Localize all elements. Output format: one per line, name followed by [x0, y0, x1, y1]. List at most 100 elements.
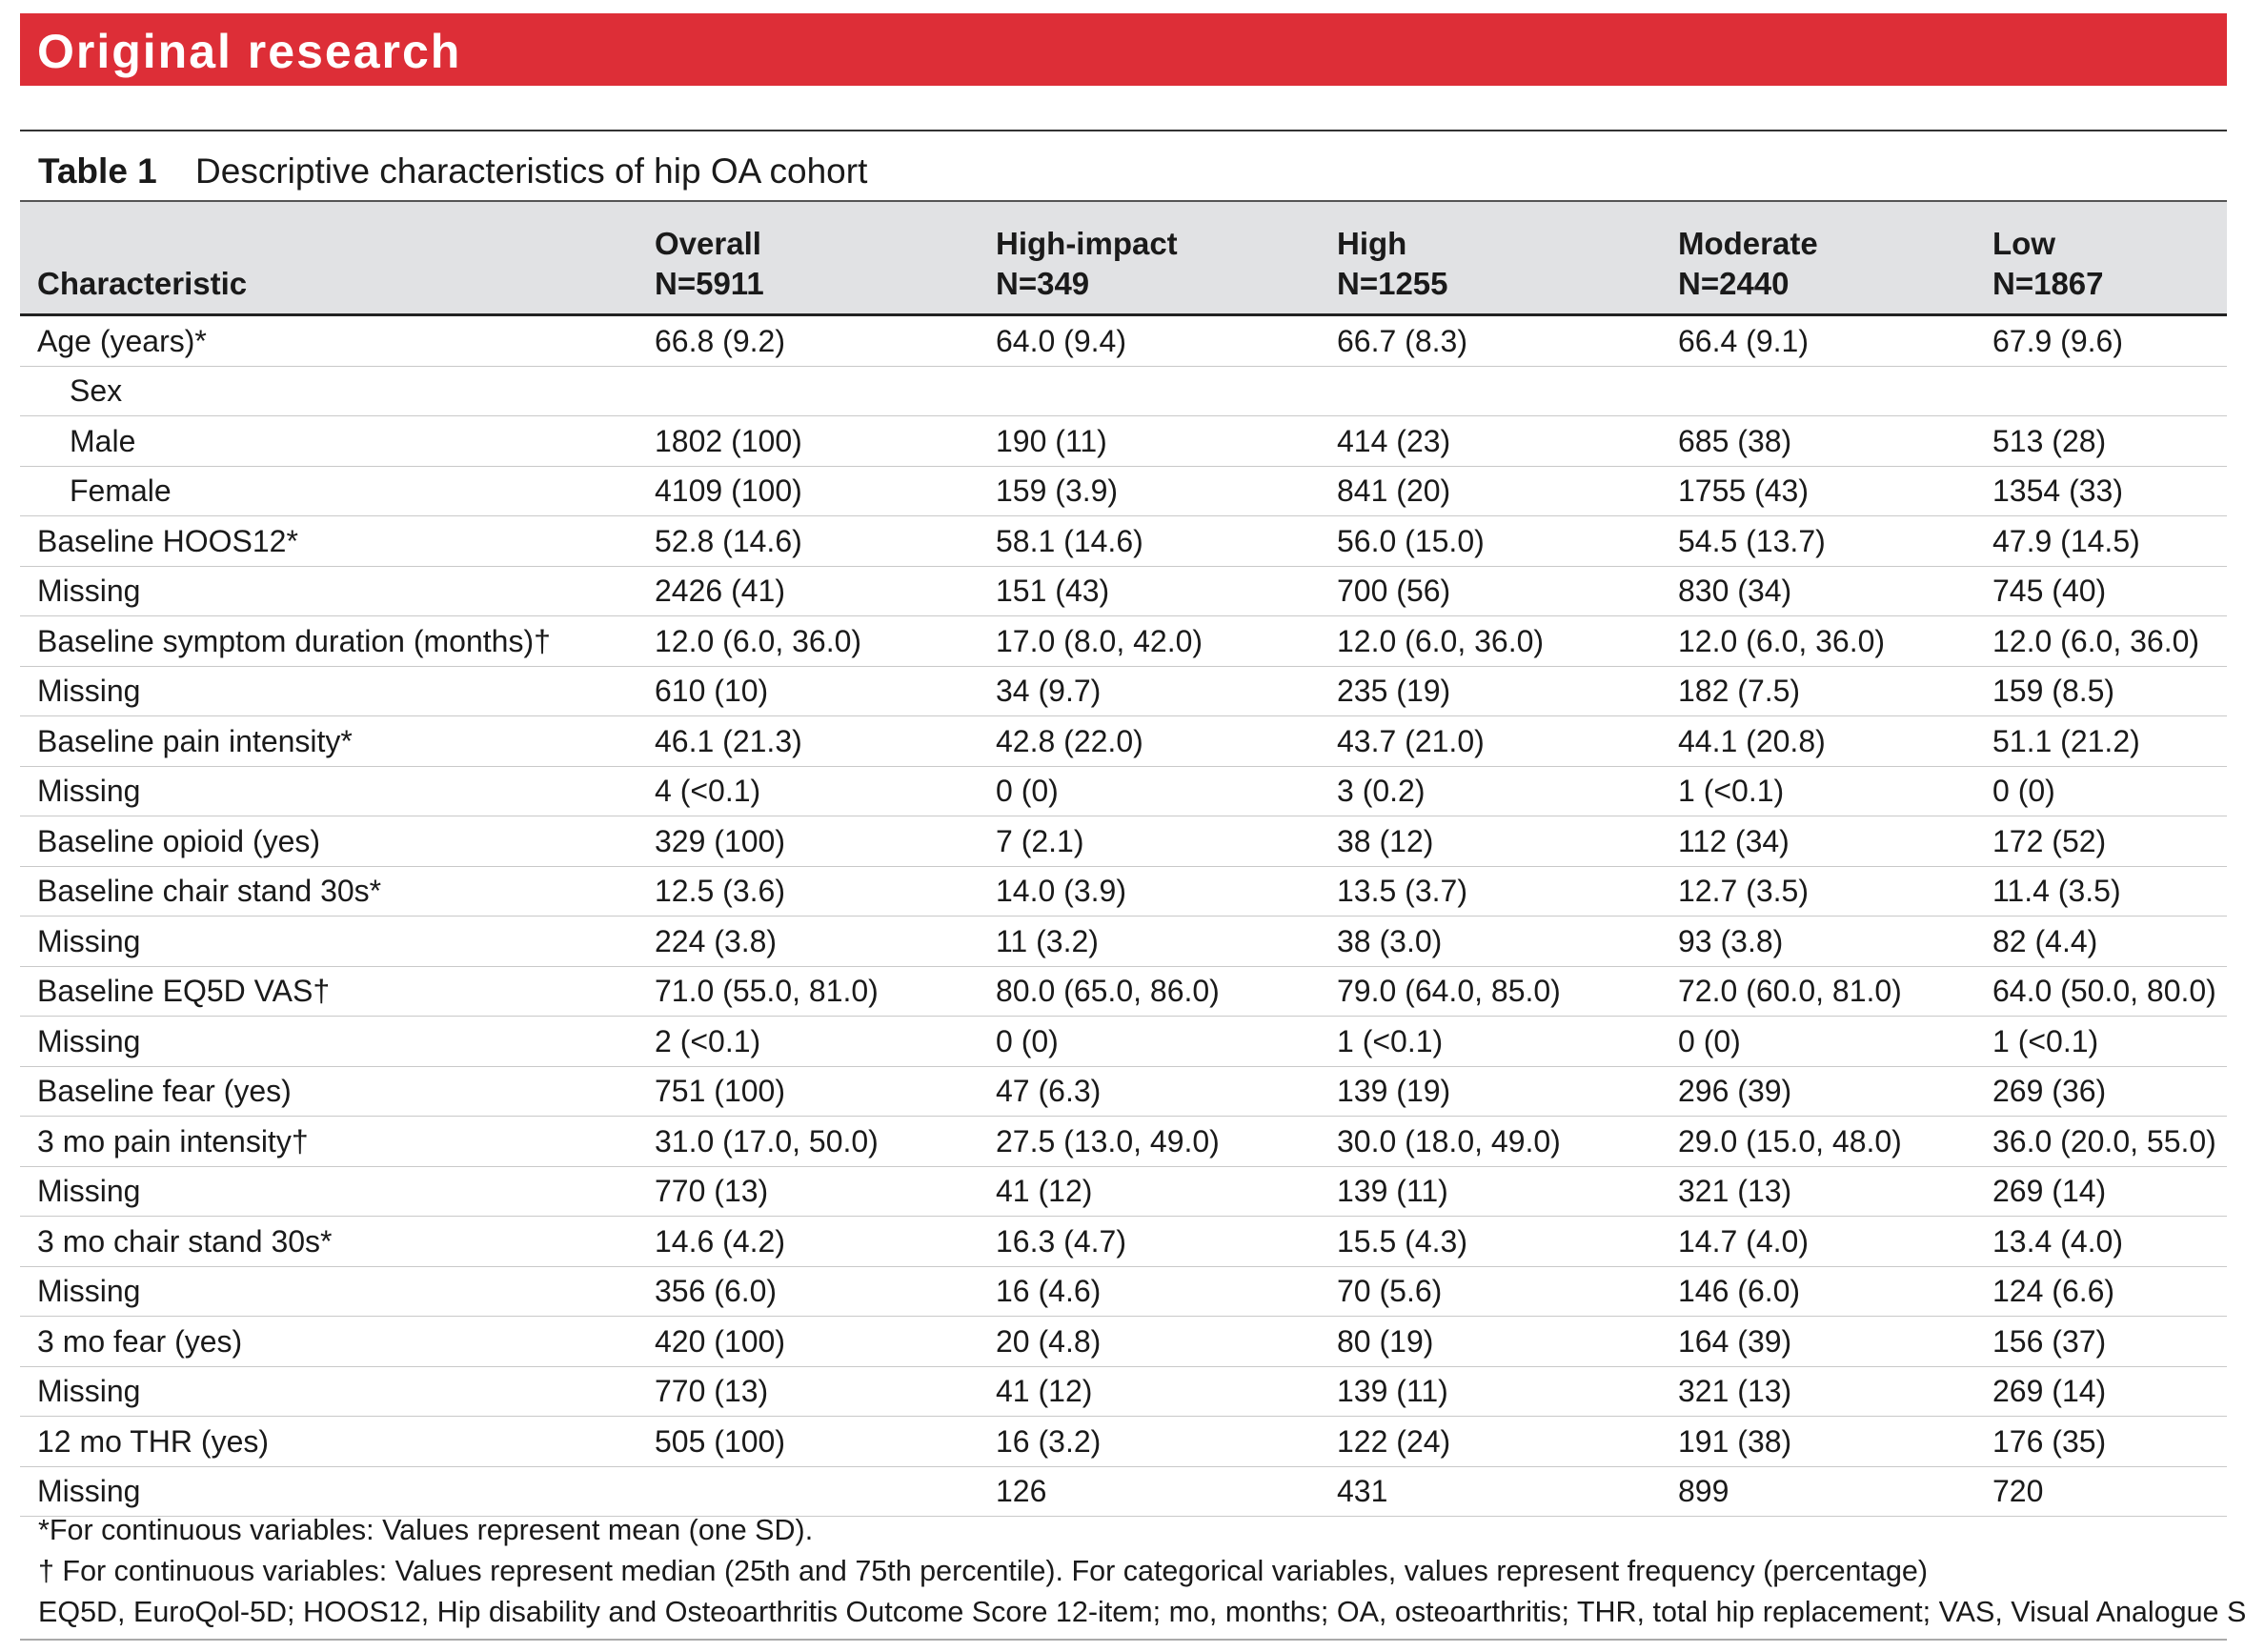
- row-value: 122 (24): [1320, 1416, 1661, 1467]
- row-value: 151 (43): [979, 566, 1320, 616]
- row-value: 13.4 (4.0): [1975, 1216, 2227, 1267]
- row-value: 139 (19): [1320, 1066, 1661, 1117]
- row-value: 3 (0.2): [1320, 766, 1661, 816]
- row-label: Male: [20, 415, 637, 467]
- row-value: 64.0 (50.0, 80.0): [1975, 966, 2227, 1017]
- row-label: Baseline chair stand 30s*: [20, 866, 637, 917]
- row-label: Missing: [20, 666, 637, 716]
- row-label: Missing: [20, 1466, 637, 1517]
- row-label: Missing: [20, 916, 637, 967]
- table-row: Baseline EQ5D VAS† 71.0 (55.0, 81.0) 80.0 …: [20, 966, 2227, 1017]
- table-row: 3 mo fear (yes) 420 (100) 20 (4.8) 80 (19) 1…: [20, 1316, 2227, 1367]
- table-top-rule: [20, 130, 2227, 131]
- row-value: 47.9 (14.5): [1975, 515, 2227, 567]
- table-row: Age (years)* 66.8 (9.2) 64.0 (9.4) 66.7 (8.…: [20, 314, 2227, 367]
- header-group-low: Low N=1867: [1975, 200, 2227, 316]
- row-label: Missing: [20, 766, 637, 816]
- row-value: 321 (13): [1661, 1166, 1975, 1217]
- row-value: 4 (<0.1): [637, 766, 979, 816]
- row-value: 1 (<0.1): [1661, 766, 1975, 816]
- row-value: 12.0 (6.0, 36.0): [1320, 615, 1661, 667]
- row-value: [1975, 366, 2227, 416]
- row-value: [1661, 366, 1975, 416]
- table-caption-text: Descriptive characteristics of hip OA co…: [195, 151, 868, 191]
- row-value: 0 (0): [1661, 1016, 1975, 1067]
- row-value: 1755 (43): [1661, 466, 1975, 516]
- row-label: Baseline fear (yes): [20, 1066, 637, 1117]
- row-value: 751 (100): [637, 1066, 979, 1117]
- row-value: 29.0 (15.0, 48.0): [1661, 1116, 1975, 1167]
- row-label: 3 mo pain intensity†: [20, 1116, 637, 1167]
- row-label: Age (years)*: [20, 314, 637, 367]
- row-value: 159 (8.5): [1975, 666, 2227, 716]
- row-value: 164 (39): [1661, 1316, 1975, 1367]
- row-value: 14.6 (4.2): [637, 1216, 979, 1267]
- row-value: 321 (13): [1661, 1366, 1975, 1417]
- header-group-n: N=1867: [1992, 266, 2104, 301]
- row-value: 17.0 (8.0, 42.0): [979, 615, 1320, 667]
- table-row: 3 mo pain intensity† 31.0 (17.0, 50.0) 27.…: [20, 1116, 2227, 1167]
- row-value: 16.3 (4.7): [979, 1216, 1320, 1267]
- row-value: 269 (14): [1975, 1366, 2227, 1417]
- row-value: 700 (56): [1320, 566, 1661, 616]
- header-group-high-impact: High-impact N=349: [979, 200, 1320, 316]
- row-label: Missing: [20, 1166, 637, 1217]
- row-value: 431: [1320, 1466, 1661, 1517]
- table-row: Baseline HOOS12* 52.8 (14.6) 58.1 (14.6) 56…: [20, 515, 2227, 567]
- table-row: Missing 770 (13) 41 (12) 139 (11) 321 (13) 26…: [20, 1366, 2227, 1417]
- table-row: Baseline pain intensity* 46.1 (21.3) 42.8 …: [20, 715, 2227, 767]
- row-value: 14.0 (3.9): [979, 866, 1320, 917]
- row-value: 11.4 (3.5): [1975, 866, 2227, 917]
- row-value: 269 (36): [1975, 1066, 2227, 1117]
- row-value: 841 (20): [1320, 466, 1661, 516]
- row-label: Missing: [20, 566, 637, 616]
- row-value: 14.7 (4.0): [1661, 1216, 1975, 1267]
- table-footnotes: *For continuous variables: Values repres…: [38, 1510, 2245, 1633]
- row-value: [637, 1466, 979, 1517]
- row-value: 79.0 (64.0, 85.0): [1320, 966, 1661, 1017]
- row-value: 42.8 (22.0): [979, 715, 1320, 767]
- table-row: Missing 356 (6.0) 16 (4.6) 70 (5.6) 146 (6.0…: [20, 1266, 2227, 1317]
- row-value: 13.5 (3.7): [1320, 866, 1661, 917]
- row-label: 3 mo fear (yes): [20, 1316, 637, 1367]
- row-value: 16 (4.6): [979, 1266, 1320, 1317]
- row-value: 770 (13): [637, 1366, 979, 1417]
- row-value: 27.5 (13.0, 49.0): [979, 1116, 1320, 1167]
- row-value: 126: [979, 1466, 1320, 1517]
- row-value: 66.4 (9.1): [1661, 314, 1975, 367]
- table-row: Female 4109 (100) 159 (3.9) 841 (20) 1755 (4…: [20, 466, 2227, 516]
- table-row: Missing 610 (10) 34 (9.7) 235 (19) 182 (7.5)…: [20, 666, 2227, 716]
- table-row: Missing 126 431 899 720: [20, 1466, 2227, 1517]
- row-label: Missing: [20, 1366, 637, 1417]
- row-value: 44.1 (20.8): [1661, 715, 1975, 767]
- row-value: 745 (40): [1975, 566, 2227, 616]
- header-group-name: High-impact: [996, 226, 1178, 261]
- row-value: 182 (7.5): [1661, 666, 1975, 716]
- header-group-overall: Overall N=5911: [637, 200, 979, 316]
- row-value: 0 (0): [979, 766, 1320, 816]
- row-value: 64.0 (9.4): [979, 314, 1320, 367]
- row-value: 770 (13): [637, 1166, 979, 1217]
- row-value: 66.8 (9.2): [637, 314, 979, 367]
- row-value: 12.0 (6.0, 36.0): [1975, 615, 2227, 667]
- header-group-n: N=2440: [1678, 266, 1790, 301]
- row-value: 12.7 (3.5): [1661, 866, 1975, 917]
- row-label: Missing: [20, 1016, 637, 1067]
- row-value: 38 (3.0): [1320, 916, 1661, 967]
- banner-title: Original research: [37, 25, 462, 78]
- row-value: 1354 (33): [1975, 466, 2227, 516]
- row-value: 11 (3.2): [979, 916, 1320, 967]
- row-value: 52.8 (14.6): [637, 515, 979, 567]
- table-body: Age (years)* 66.8 (9.2) 64.0 (9.4) 66.7 (8.…: [20, 314, 2227, 1517]
- row-value: [1320, 366, 1661, 416]
- table-row: Sex: [20, 366, 2227, 416]
- header-group-name: Low: [1992, 226, 2055, 261]
- row-value: 159 (3.9): [979, 466, 1320, 516]
- row-value: 58.1 (14.6): [979, 515, 1320, 567]
- row-value: 1 (<0.1): [1320, 1016, 1661, 1067]
- row-value: 0 (0): [1975, 766, 2227, 816]
- row-value: 41 (12): [979, 1166, 1320, 1217]
- table-bottom-rule: [20, 1639, 2227, 1641]
- row-value: 191 (38): [1661, 1416, 1975, 1467]
- row-value: 2426 (41): [637, 566, 979, 616]
